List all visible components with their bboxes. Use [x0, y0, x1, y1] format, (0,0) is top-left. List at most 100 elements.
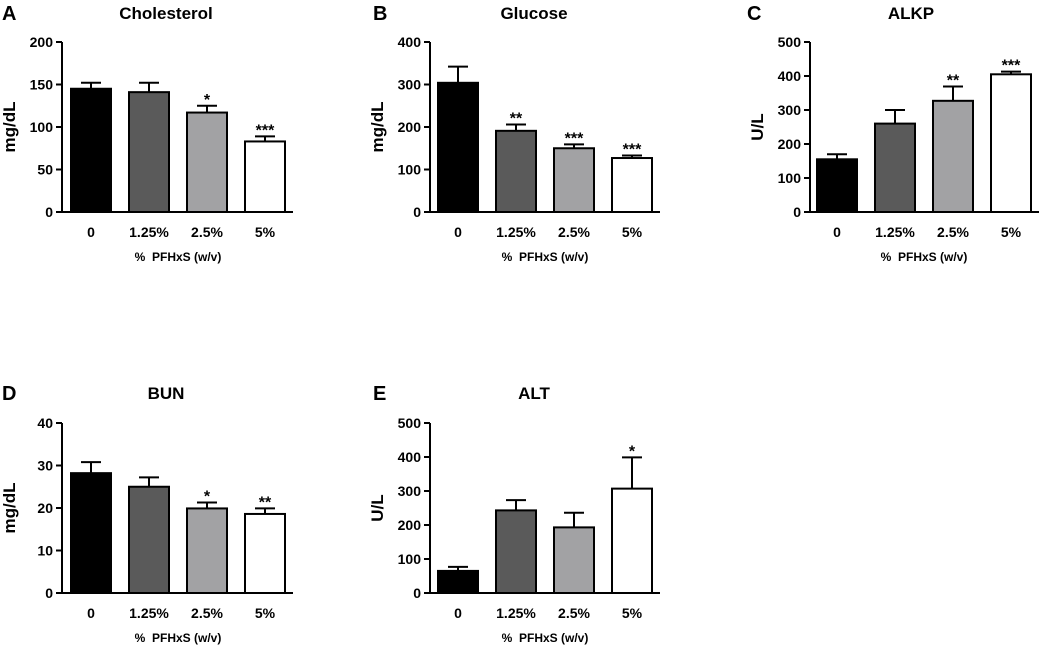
x-axis-label: % PFHxS (w/v) [881, 250, 968, 264]
bar [128, 485, 170, 594]
bar [128, 91, 170, 213]
chart-title: ALT [518, 384, 550, 403]
significance-label: * [204, 488, 211, 505]
x-tick-label: 5% [255, 224, 276, 240]
significance-label: *** [256, 122, 275, 139]
significance-label: ** [510, 110, 523, 127]
significance-label: ** [259, 494, 272, 511]
significance-label: *** [623, 141, 642, 158]
chart-title: Cholesterol [119, 4, 213, 23]
x-tick-label: 0 [87, 605, 95, 621]
bar [932, 99, 974, 213]
bar [611, 157, 653, 213]
x-tick-label: 1.25% [129, 224, 169, 240]
y-tick-label: 50 [37, 162, 53, 178]
bar [437, 569, 479, 595]
y-tick-label: 100 [398, 162, 422, 178]
bar [186, 507, 228, 594]
x-tick-label: 0 [454, 605, 462, 621]
bar [437, 81, 479, 213]
x-tick-label: 1.25% [496, 224, 536, 240]
x-tick-label: 0 [833, 224, 841, 240]
panel-letter: D [2, 383, 16, 405]
bar [874, 122, 916, 213]
y-tick-label: 20 [37, 500, 53, 516]
bar [611, 487, 653, 594]
chart-title: ALKP [888, 4, 934, 23]
chart-panel-e: E ALT 0 1.25% 2.5% * 5% 0 100 200 300 400 500 U/L % PF… [368, 383, 660, 645]
x-tick-label: 2.5% [191, 605, 223, 621]
x-tick-label: 2.5% [191, 224, 223, 240]
significance-label: *** [1002, 58, 1021, 75]
y-tick-label: 200 [30, 34, 54, 50]
x-tick-label: 2.5% [558, 224, 590, 240]
y-axis-label: mg/dL [368, 102, 387, 153]
bar [553, 526, 595, 595]
y-tick-label: 100 [30, 119, 54, 135]
bar [244, 140, 286, 213]
y-tick-label: 0 [413, 204, 421, 220]
chart-panel-b: B Glucose 0 ** 1.25% *** 2.5% *** 5% 0 100 200 300 40… [368, 3, 660, 264]
x-axis-label: % PFHxS (w/v) [502, 631, 589, 645]
panel-letter: B [373, 3, 387, 25]
y-tick-label: 500 [778, 34, 802, 50]
y-tick-label: 400 [398, 449, 422, 465]
x-tick-label: 1.25% [875, 224, 915, 240]
x-tick-label: 5% [622, 605, 643, 621]
x-axis-label: % PFHxS (w/v) [135, 250, 222, 264]
y-tick-label: 300 [398, 77, 422, 93]
significance-label: * [629, 443, 636, 460]
y-axis-label: U/L [748, 113, 767, 140]
y-tick-label: 400 [778, 68, 802, 84]
bar [495, 509, 537, 595]
bar [495, 129, 537, 213]
y-tick-label: 300 [398, 483, 422, 499]
x-tick-label: 0 [87, 224, 95, 240]
y-tick-label: 0 [45, 585, 53, 601]
y-axis-label: U/L [368, 494, 387, 521]
y-axis-label: mg/dL [0, 102, 19, 153]
chart-panel-c: C ALKP 0 1.25% ** 2.5% *** 5% 0 100 200 300 400 500 U/… [747, 3, 1039, 264]
panel-letter: C [747, 3, 761, 25]
y-tick-label: 500 [398, 415, 422, 431]
panel-letter: E [373, 383, 386, 405]
y-tick-label: 100 [778, 170, 802, 186]
chart-title: Glucose [500, 4, 567, 23]
y-tick-label: 300 [778, 102, 802, 118]
y-tick-label: 0 [793, 204, 801, 220]
bar [990, 73, 1032, 213]
x-tick-label: 2.5% [558, 605, 590, 621]
chart-title: BUN [148, 384, 185, 403]
chart-panel-d: D BUN 0 1.25% * 2.5% ** 5% 0 10 20 30 40 mg/dL % PFHxS… [0, 383, 293, 645]
y-tick-label: 10 [37, 543, 53, 559]
y-tick-label: 30 [37, 458, 53, 474]
x-axis-label: % PFHxS (w/v) [502, 250, 589, 264]
x-axis-label: % PFHxS (w/v) [135, 631, 222, 645]
x-tick-label: 5% [1001, 224, 1022, 240]
bar [553, 147, 595, 213]
x-tick-label: 0 [454, 224, 462, 240]
bar [244, 512, 286, 595]
y-tick-label: 150 [30, 77, 54, 93]
x-tick-label: 5% [255, 605, 276, 621]
x-tick-label: 1.25% [496, 605, 536, 621]
y-tick-label: 0 [413, 585, 421, 601]
significance-label: *** [565, 130, 584, 147]
bar [70, 472, 112, 594]
y-axis-label: mg/dL [0, 483, 19, 534]
y-tick-label: 200 [398, 517, 422, 533]
panel-letter: A [2, 3, 16, 25]
x-tick-label: 1.25% [129, 605, 169, 621]
y-tick-label: 200 [398, 119, 422, 135]
significance-label: ** [947, 73, 960, 90]
y-tick-label: 100 [398, 551, 422, 567]
bar [816, 158, 858, 214]
bar [70, 87, 112, 213]
significance-label: * [204, 92, 211, 109]
y-tick-label: 200 [778, 136, 802, 152]
bar [186, 111, 228, 213]
chart-panel-a: A Cholesterol 0 1.25% * 2.5% *** 5% 0 50 100 150 200… [0, 3, 293, 264]
y-tick-label: 40 [37, 415, 53, 431]
y-tick-label: 400 [398, 34, 422, 50]
